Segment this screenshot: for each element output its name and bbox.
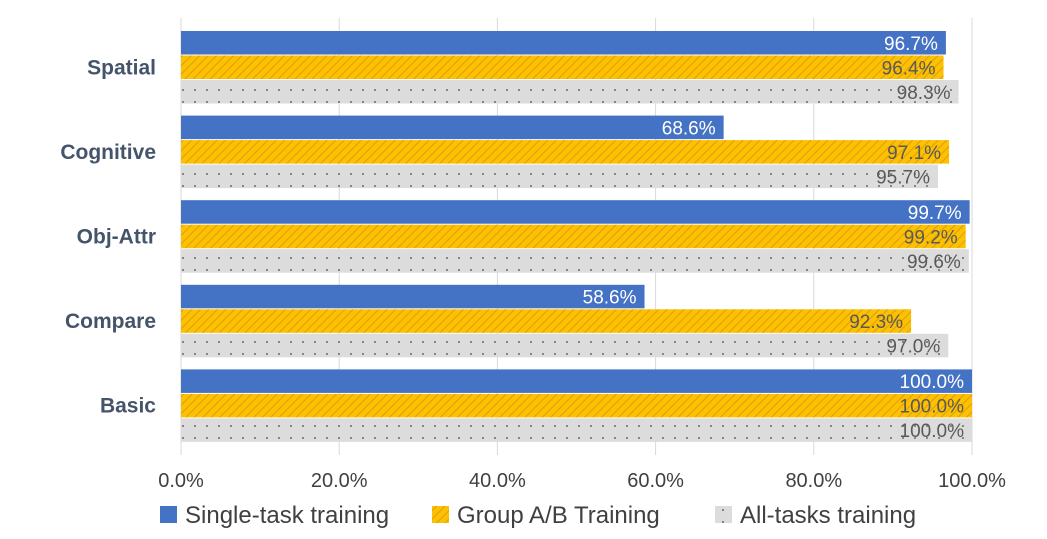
data-label: 95.7% (876, 167, 930, 188)
legend-label: Single-task training (185, 502, 389, 529)
bar (181, 309, 912, 333)
bar (181, 55, 944, 79)
bar (181, 140, 950, 164)
data-label: 58.6% (583, 288, 637, 309)
bar (181, 115, 724, 140)
category-label: Cognitive (60, 141, 156, 164)
data-label: 96.7% (884, 34, 938, 55)
data-label: 99.7% (908, 203, 962, 224)
data-label: 99.2% (904, 227, 958, 248)
category-label: Obj-Attr (77, 225, 156, 248)
bar (181, 31, 946, 55)
bar (181, 393, 972, 418)
category-label: Spatial (87, 56, 156, 79)
x-tick-label: 40.0% (469, 470, 526, 492)
bar (181, 284, 645, 309)
bar (181, 418, 972, 442)
x-tick-label: 100.0% (938, 470, 1006, 492)
data-label: 68.6% (662, 118, 716, 139)
legend-swatch (432, 506, 449, 523)
data-label: 97.1% (887, 143, 941, 164)
legend-swatch (160, 506, 177, 523)
category-label: Compare (65, 310, 156, 333)
x-tick-label: 60.0% (627, 470, 684, 492)
bar (181, 333, 949, 358)
category-label: Basic (100, 395, 156, 418)
x-tick-label: 0.0% (158, 470, 204, 492)
data-label: 92.3% (849, 312, 903, 333)
x-tick-label: 20.0% (311, 470, 368, 492)
bar (181, 200, 970, 224)
bar (181, 249, 969, 273)
data-label: 100.0% (900, 397, 965, 418)
data-label: 100.0% (900, 421, 965, 442)
data-label: 100.0% (900, 372, 965, 393)
bar (181, 80, 959, 104)
bar (181, 164, 938, 189)
bar (181, 369, 972, 393)
data-label: 98.3% (897, 83, 951, 104)
data-label: 99.6% (907, 252, 961, 273)
legend-label: All-tasks training (740, 502, 916, 529)
x-tick-label: 80.0% (785, 470, 842, 492)
legend-label: Group A/B Training (457, 502, 660, 529)
data-label: 96.4% (882, 58, 936, 79)
bar (181, 224, 966, 249)
data-label: 97.0% (886, 337, 940, 358)
legend-swatch (715, 506, 732, 523)
